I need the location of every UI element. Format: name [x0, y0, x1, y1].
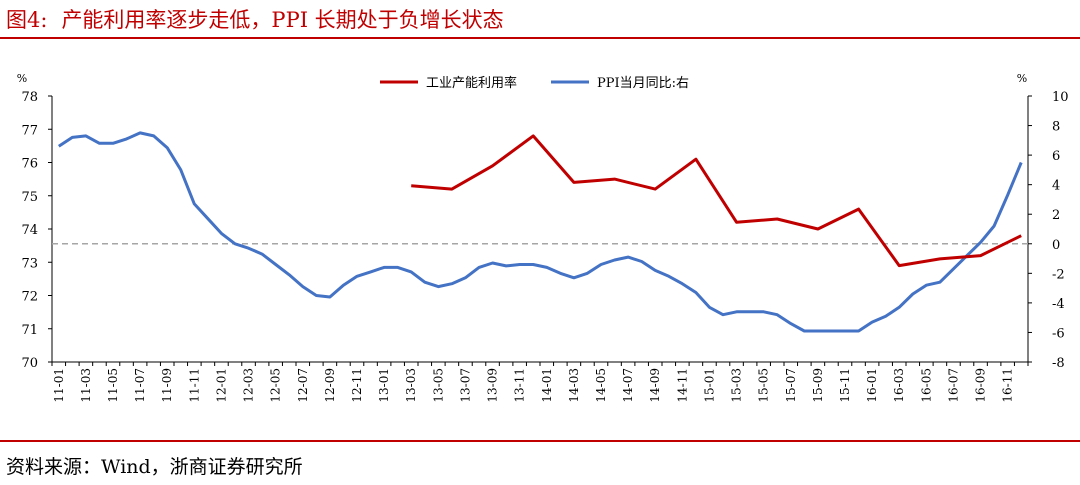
data-source-note: 资料来源：Wind，浙商证券研究所: [6, 456, 303, 478]
x-tick-label: 14-11: [675, 368, 689, 403]
left-tick-label: 74: [21, 223, 38, 238]
x-tick-label: 12-01: [214, 368, 228, 403]
right-tick-label: -8: [1052, 356, 1065, 371]
x-tick-label: 11-03: [79, 368, 93, 403]
x-tick-label: 14-03: [567, 368, 581, 403]
left-tick-label: 70: [21, 356, 38, 371]
left-tick-label: 75: [21, 190, 38, 205]
legend: 工业产能利用率 PPI当月同比:右: [380, 75, 689, 91]
x-tick-label: 13-11: [513, 368, 527, 403]
ppi-series-line: [57, 131, 1023, 333]
x-tick-label: 14-05: [594, 368, 608, 403]
x-tick-label: 13-07: [458, 368, 472, 403]
legend-label-ppi: PPI当月同比:右: [597, 76, 689, 91]
x-tick-label: 15-09: [811, 368, 825, 403]
figure-number: 图4:: [6, 8, 48, 32]
figure-title-text: 产能利用率逐步走低，PPI 长期处于负增长状态: [61, 8, 504, 32]
right-tick-label: -4: [1052, 297, 1065, 312]
right-tick-label: -6: [1052, 326, 1065, 341]
right-unit-label: %: [1017, 72, 1027, 85]
x-tick-label: 15-05: [757, 368, 771, 403]
left-tick-label: 71: [21, 323, 38, 338]
right-tick-label: 4: [1052, 179, 1060, 194]
right-tick-label: 0: [1052, 238, 1060, 253]
x-tick-label: 16-09: [974, 368, 988, 403]
x-tick-label: 16-07: [946, 368, 960, 403]
left-tick-label: 72: [21, 290, 38, 305]
right-tick-label: 10: [1052, 90, 1069, 105]
x-tick-label: 13-09: [486, 368, 500, 403]
right-tick-label: 2: [1052, 208, 1060, 223]
x-tick-label: 12-07: [296, 368, 310, 403]
legend-label-capacity: 工业产能利用率: [426, 75, 517, 91]
x-tick-label: 11-01: [52, 368, 66, 403]
x-tick-label: 12-11: [350, 368, 364, 403]
left-tick-label: 73: [21, 256, 38, 271]
figure-title: 图4: 产能利用率逐步走低，PPI 长期处于负增长状态: [6, 4, 504, 34]
x-tick-label: 16-05: [919, 368, 933, 403]
right-tick-label: -2: [1052, 267, 1065, 282]
x-tick-label: 14-09: [648, 368, 662, 403]
capacity-series-line: [411, 134, 1022, 268]
x-tick-label: 15-03: [730, 368, 744, 403]
x-tick-label: 15-07: [784, 368, 798, 403]
x-tick-label: 11-07: [133, 368, 147, 403]
x-tick-label: 16-03: [892, 368, 906, 403]
title-divider: [0, 37, 1080, 39]
axes-layer: 70 71 72 73 74 75 76 77 78% -8 -6 -4 -2 0 2 4 6 8 10% 11-01…: [17, 72, 1069, 403]
left-tick-label: 77: [21, 123, 38, 138]
x-tick-label: 13-03: [404, 368, 418, 403]
x-tick-label: 14-01: [540, 368, 554, 403]
left-unit-label: %: [17, 72, 27, 85]
footer-divider: [0, 440, 1080, 442]
x-tick-label: 12-03: [242, 368, 256, 403]
x-tick-label: 12-05: [269, 368, 283, 403]
x-tick-label: 14-07: [621, 368, 635, 403]
x-tick-label: 11-05: [106, 368, 120, 403]
right-tick-label: 6: [1052, 149, 1060, 164]
x-tick-label: 13-05: [431, 368, 445, 403]
x-tick-label: 11-11: [187, 368, 201, 403]
x-tick-label: 13-01: [377, 368, 391, 403]
series-layer: [57, 131, 1023, 333]
left-tick-label: 76: [21, 157, 38, 172]
x-tick-label: 15-11: [838, 368, 852, 403]
line-chart: 70 71 72 73 74 75 76 77 78% -8 -6 -4 -2 0 2 4 6 8 10% 11-01…: [17, 72, 1069, 403]
x-tick-label: 11-09: [160, 368, 174, 403]
x-tick-label: 12-09: [323, 368, 337, 403]
x-tick-label: 16-11: [1001, 368, 1015, 403]
right-tick-label: 8: [1052, 120, 1060, 135]
x-tick-label: 16-01: [865, 368, 879, 403]
left-tick-label: 78: [21, 90, 38, 105]
x-tick-label: 15-01: [702, 368, 716, 403]
